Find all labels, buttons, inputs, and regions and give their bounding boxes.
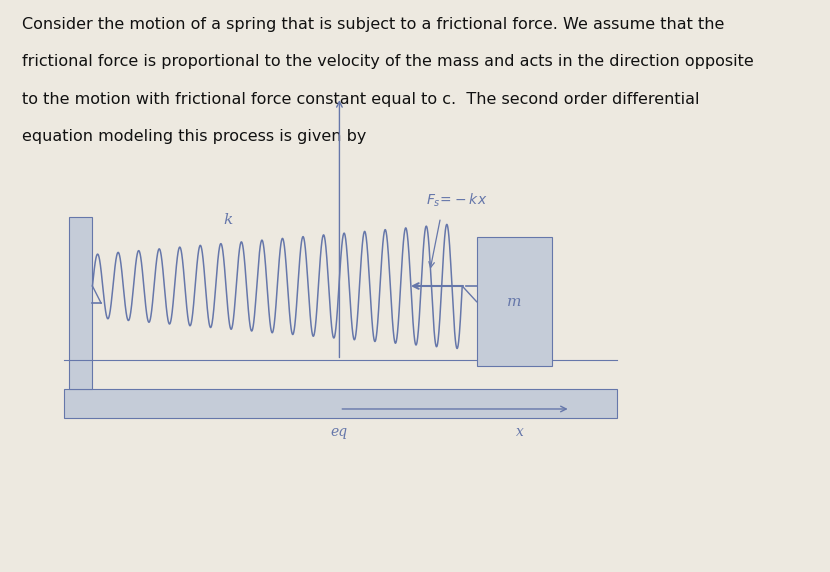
Bar xyxy=(64,389,618,418)
Bar xyxy=(476,237,553,366)
Text: to the motion with frictional force constant equal to c.  The second order diffe: to the motion with frictional force cons… xyxy=(22,92,699,106)
Bar xyxy=(69,217,92,389)
Text: eq: eq xyxy=(331,425,348,439)
Text: k: k xyxy=(223,213,232,227)
Text: m: m xyxy=(507,295,522,309)
Text: equation modeling this process is given by: equation modeling this process is given … xyxy=(22,129,366,144)
Text: $F_s\!=\!-kx$: $F_s\!=\!-kx$ xyxy=(426,192,487,209)
Text: x: x xyxy=(516,425,524,439)
Text: Consider the motion of a spring that is subject to a frictional force. We assume: Consider the motion of a spring that is … xyxy=(22,17,724,32)
Text: frictional force is proportional to the velocity of the mass and acts in the dir: frictional force is proportional to the … xyxy=(22,54,754,69)
